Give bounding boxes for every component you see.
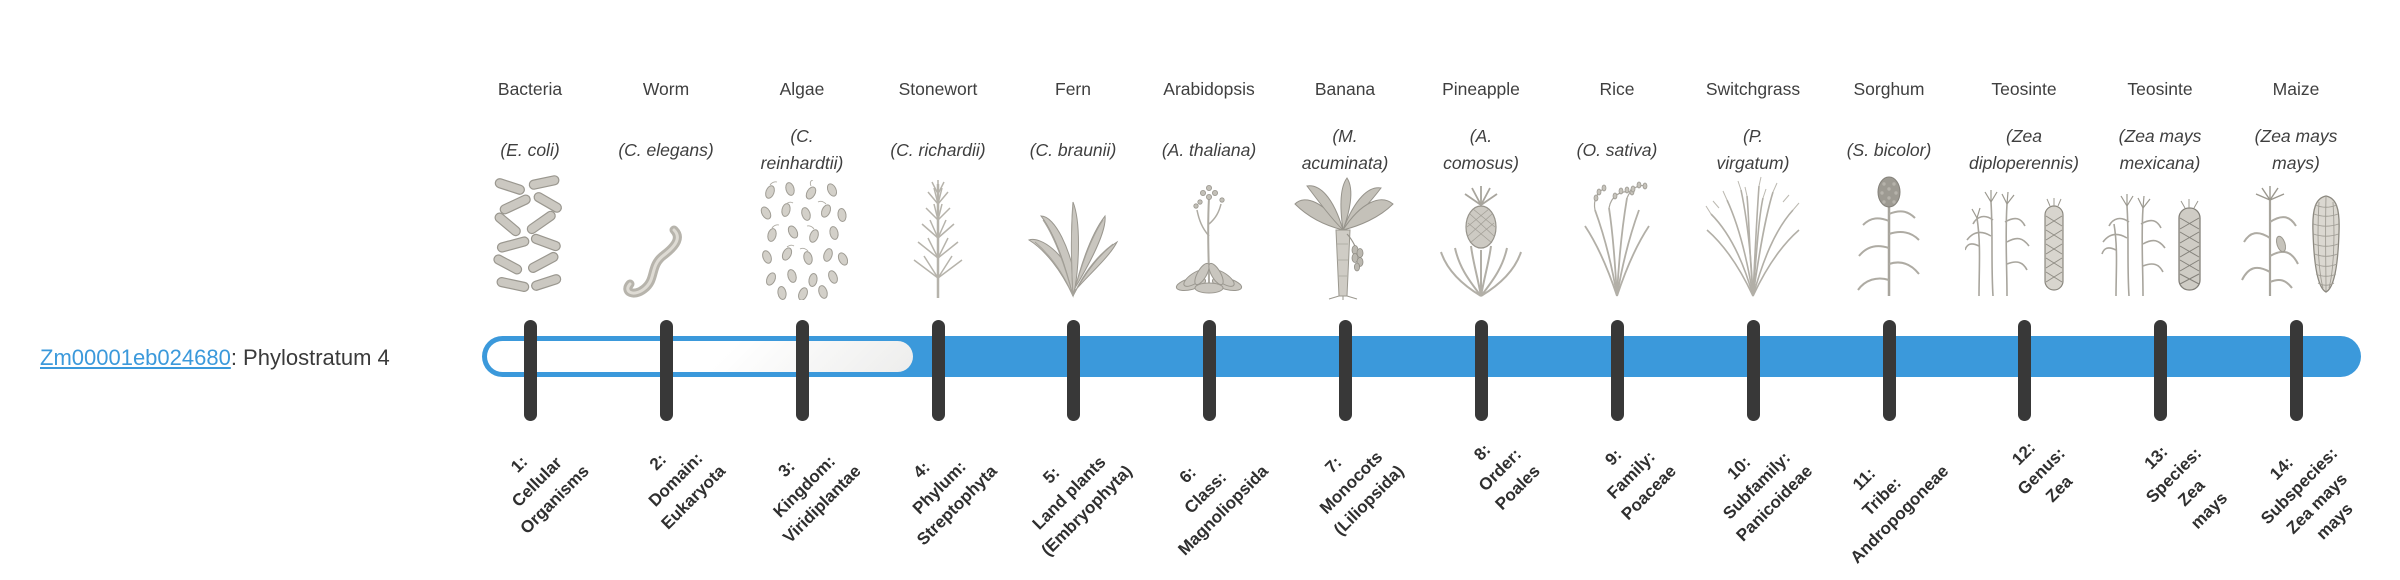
stratum-label-6: 6: Class: Magnoliopsida (1174, 461, 1272, 560)
algae-icon (737, 170, 867, 300)
stratum-label-8: 8: Order: Poales (1470, 440, 1544, 514)
organism-latin-name: (Zea mays mexicana) (2118, 126, 2202, 173)
stratum-tick-2 (660, 320, 673, 421)
stratum-label-7: 7: Monocots (Liliopsida) (1316, 447, 1408, 540)
organism-name: Stonewort (898, 79, 978, 99)
organism-name: Worm (642, 79, 690, 99)
stratum-label-5: 5: Land plants (Embryophyta) (1028, 452, 1136, 560)
phylostratum-bar (482, 336, 2361, 377)
organism-latin-name: (M. acuminata) (1301, 126, 1389, 173)
sorghum-icon (1824, 170, 1954, 300)
stratum-label-14: 14: Subspecies: Zea mays mays (2256, 443, 2357, 544)
stratum-tick-7 (1339, 320, 1352, 421)
organism-name: Pineapple (1442, 79, 1520, 99)
stratum-label-9: 9: Family: Poaceae (1601, 445, 1680, 524)
organism-name: Rice (1599, 79, 1635, 99)
organism-name: Teosinte (2127, 79, 2193, 99)
fern-icon (1008, 170, 1138, 300)
stratum-tick-11 (1883, 320, 1896, 421)
organism-latin-name: (O. sativa) (1576, 139, 1658, 160)
organism-name: Teosinte (1991, 79, 2057, 99)
stratum-tick-6 (1203, 320, 1216, 421)
stratum-label-11: 11: Tribe: Andropogoneae (1846, 461, 1952, 568)
organism-latin-name: (A. comosus) (1443, 126, 1519, 173)
organism-name: Fern (1055, 79, 1091, 99)
stratum-tick-12 (2018, 320, 2031, 421)
organism-latin-name: (C. richardii) (890, 139, 986, 160)
gene-label: Zm00001eb024680: Phylostratum 4 (40, 338, 390, 378)
gene-id-link[interactable]: Zm00001eb024680 (40, 345, 231, 370)
organism-name: Algae (779, 79, 825, 99)
worm-icon (601, 170, 731, 300)
stratum-label-1: 1: Cellular Organisms (507, 452, 593, 538)
organism-latin-name: (C. elegans) (618, 139, 714, 160)
teosinte-icon (2095, 170, 2225, 300)
organism-name: Bacteria (497, 79, 563, 99)
organism-latin-name: (Zea diploperennis) (1969, 126, 2079, 173)
switchgrass-icon (1688, 170, 1818, 300)
organism-latin-name: (A. thaliana) (1161, 139, 1257, 160)
stratum-label-4: 4: Phylum: Streptophyta (909, 457, 1001, 550)
phylostratum-bar-unfilled-segment (487, 341, 913, 372)
stratum-tick-8 (1475, 320, 1488, 421)
pineapple-icon (1416, 170, 1546, 300)
organism-latin-name: (C. braunii) (1029, 139, 1117, 160)
arabidopsis-icon (1144, 170, 1274, 300)
stratum-tick-5 (1067, 320, 1080, 421)
maize-icon (2231, 170, 2361, 300)
stratum-label-13: 13: Species: Zea mays (2140, 442, 2232, 533)
stratum-tick-10 (1747, 320, 1760, 421)
organism-name: Switchgrass (1705, 79, 1801, 99)
banana-icon (1280, 170, 1410, 300)
organism-name: Maize (2272, 79, 2320, 99)
organism-latin-name: (Zea mays mays) (2254, 126, 2338, 173)
stratum-tick-9 (1611, 320, 1624, 421)
teosinte-icon (1959, 170, 2089, 300)
stratum-tick-13 (2154, 320, 2167, 421)
stratum-label-2: 2: Domain: Eukaryota (644, 448, 729, 534)
stratum-label-3: 3: Kingdom: Viridiplantae (769, 451, 865, 547)
stratum-tick-14 (2290, 320, 2303, 421)
stonewort-icon (873, 170, 1003, 300)
organism-name: Arabidopsis (1163, 79, 1255, 99)
stratum-tick-1 (524, 320, 537, 421)
organism-latin-name: (P. virgatum) (1716, 126, 1790, 173)
organism-name: Banana (1314, 79, 1376, 99)
stratum-tick-4 (932, 320, 945, 421)
stratum-label-10: 10: Subfamily: Panicoideae (1718, 448, 1816, 546)
gene-phylostratum-text: : Phylostratum 4 (230, 345, 390, 370)
organism-name: Sorghum (1853, 79, 1925, 99)
organism-latin-name: (C. reinhardtii) (760, 126, 844, 173)
organism-latin-name: (S. bicolor) (1846, 139, 1932, 160)
rice-icon (1552, 170, 1682, 300)
stratum-tick-3 (796, 320, 809, 421)
stratum-label-12: 12: Genus: Zea (2008, 438, 2077, 506)
bacteria-icon (465, 170, 595, 300)
organism-latin-name: (E. coli) (500, 139, 560, 160)
